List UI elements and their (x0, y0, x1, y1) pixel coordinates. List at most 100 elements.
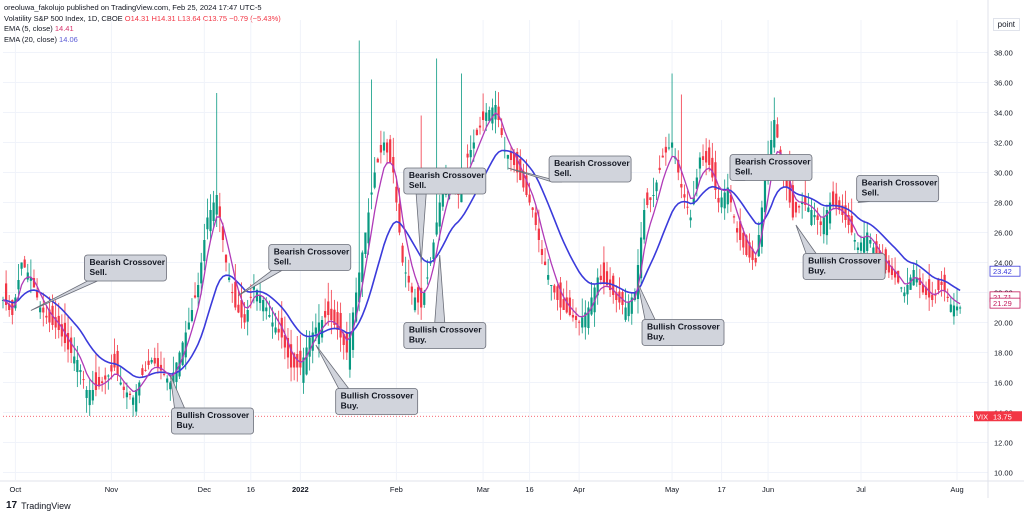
candle-body (209, 210, 212, 232)
candle-body (670, 142, 674, 148)
candle-body (680, 183, 683, 188)
candle-body (314, 327, 317, 334)
candle-body (760, 207, 763, 247)
candle-body (131, 397, 135, 405)
candle-body (590, 297, 593, 315)
candle-body (29, 277, 32, 281)
last-price-symbol: VIX (976, 412, 988, 421)
candle-body (70, 337, 73, 353)
candle-body (45, 315, 48, 318)
candle-body (639, 237, 643, 279)
candle-body (302, 357, 305, 383)
candle-body (825, 210, 829, 236)
candle-body (485, 112, 488, 121)
ema20-label: EMA (20, close) (4, 34, 57, 44)
candle-body (643, 210, 646, 240)
tradingview-logo-icon[interactable]: 17 (6, 500, 18, 511)
candle-body (797, 206, 801, 208)
candle-body (497, 106, 500, 120)
candle-body (482, 111, 485, 120)
candle-body (79, 370, 82, 373)
candle-body (305, 347, 308, 375)
ema5-legend[interactable]: EMA (5, close) 14.41 (4, 24, 281, 35)
x-tick-label: Feb (390, 485, 403, 494)
callout-text: Sell. (554, 168, 571, 178)
candle-body (8, 303, 11, 310)
candle-body (726, 187, 729, 205)
callout-text: Bullish Crossover (808, 256, 881, 266)
candle-body (293, 353, 296, 368)
candle-body (683, 194, 686, 198)
candle-body (711, 157, 714, 178)
candle-body (156, 358, 159, 367)
candle-body (822, 217, 825, 235)
candle-body (432, 242, 435, 259)
candle-body (324, 311, 327, 318)
candle-body (924, 287, 928, 295)
candle-body (187, 322, 190, 330)
candle-body (581, 317, 584, 328)
candle-body (410, 286, 413, 293)
callout-text: Buy. (409, 335, 427, 345)
candle-body (488, 110, 491, 122)
callout-text: Bullish Crossover (341, 391, 414, 401)
callout-text: Buy. (808, 266, 826, 276)
candle-body (237, 304, 240, 313)
symbol-line: Volatility S&P 500 Index, 1D, CBOE O14.3… (4, 14, 281, 25)
y-tick-label: 24.00 (994, 259, 1013, 268)
candle-body (110, 365, 113, 372)
tradingview-brand: TradingView (21, 500, 71, 511)
candle-body (395, 186, 398, 203)
candle-body (231, 292, 234, 294)
candle-body (379, 144, 382, 153)
scale-settings-button[interactable]: point (992, 18, 1020, 31)
candle-body (243, 314, 246, 323)
ema20-legend[interactable]: EMA (20, close) 14.06 (4, 35, 281, 46)
candle-body (794, 201, 798, 213)
candle-body (946, 296, 949, 298)
y-tick-label: 30.00 (994, 169, 1013, 178)
candle-body (361, 252, 364, 283)
candle-body (23, 259, 26, 268)
candle-body (181, 342, 184, 365)
callout-box (403, 322, 487, 349)
candle-body (509, 151, 513, 160)
candle-body (578, 321, 581, 323)
candle-body (221, 226, 225, 240)
candle-body (531, 207, 534, 210)
candle-body (717, 197, 720, 203)
candle-body (571, 314, 575, 318)
candle-body (333, 309, 336, 325)
ema20-value: 14.06 (59, 34, 78, 44)
candle-body (844, 205, 847, 220)
x-tick-label: 2022 (292, 485, 309, 494)
candle-body (20, 262, 23, 269)
callout-text: Bearish Crossover (862, 178, 938, 188)
last-price-value: 13.75 (993, 412, 1012, 421)
y-tick-label: 28.00 (994, 199, 1013, 208)
candle-body (739, 221, 742, 240)
candle-body (97, 376, 101, 387)
candle-body (748, 242, 751, 258)
x-tick-label: Dec (198, 485, 212, 494)
candle-body (952, 305, 956, 317)
candle-body (407, 275, 410, 283)
candle-body (404, 272, 407, 274)
candle-body (856, 247, 860, 250)
callout-text: Sell. (89, 267, 106, 277)
candle-body (119, 382, 122, 385)
candle-body (732, 216, 736, 218)
candle-body (847, 214, 850, 225)
